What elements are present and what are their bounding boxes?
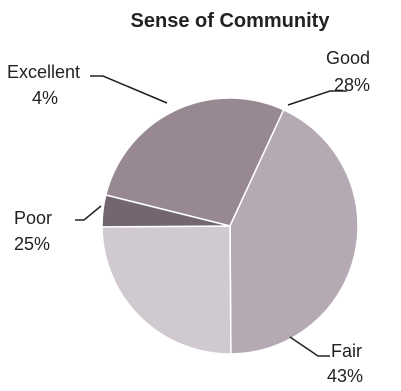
leader-line-poor xyxy=(75,205,102,221)
pie-slice-fair xyxy=(229,108,359,355)
label-excellent-value: 4% xyxy=(32,88,58,108)
label-fair-name: Fair xyxy=(331,341,362,361)
pie-slice-good xyxy=(104,97,285,227)
label-good-value: 28% xyxy=(334,75,370,95)
leader-line-excellent xyxy=(90,75,168,104)
pie-slice-excellent xyxy=(101,194,231,228)
leader-line-good xyxy=(287,90,347,106)
chart-title: Sense of Community xyxy=(131,10,331,32)
label-fair-value: 43% xyxy=(327,366,363,386)
pie-slice-poor xyxy=(101,225,232,355)
label-poor-value: 25% xyxy=(14,234,50,254)
label-good-name: Good xyxy=(326,48,370,68)
leader-line-fair xyxy=(289,336,330,357)
label-poor-name: Poor xyxy=(14,208,52,228)
label-excellent-name: Excellent xyxy=(7,62,80,82)
